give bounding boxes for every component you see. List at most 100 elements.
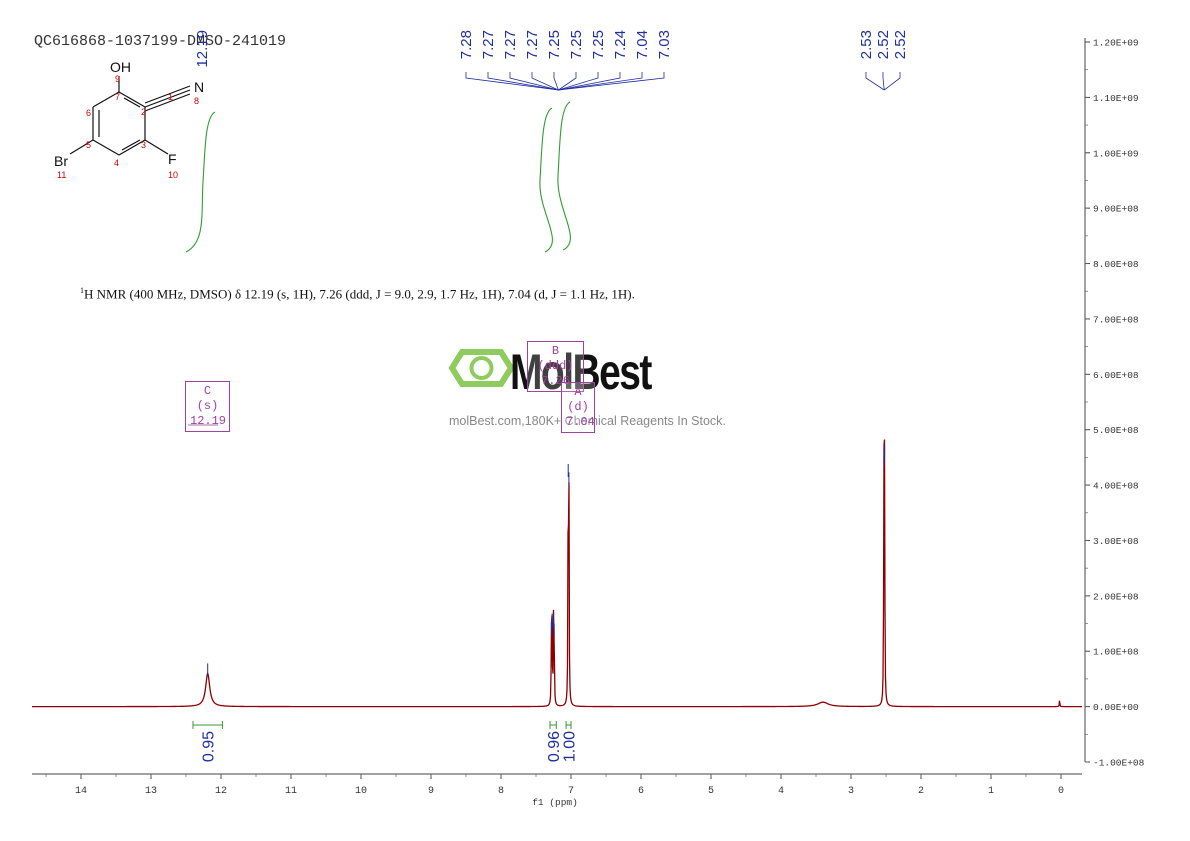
peak-label-leader xyxy=(509,72,559,91)
x-tick-label: 1 xyxy=(988,786,994,797)
y-tick-label: 0.00E+00 xyxy=(1093,702,1139,713)
nmr-description: 1H NMR (400 MHz, DMSO) δ 12.19 (s, 1H), … xyxy=(80,282,650,303)
atom-number: 1 xyxy=(168,92,173,102)
watermark-brand: MolBest xyxy=(510,344,652,400)
x-tick-label: 4 xyxy=(778,786,784,797)
atom-number: 9 xyxy=(115,74,120,84)
y-tick-label: 2.00E+08 xyxy=(1093,591,1139,602)
x-tick-label: 9 xyxy=(428,786,434,797)
multiplet-a-id: A xyxy=(574,385,582,399)
atom-number: 3 xyxy=(141,140,146,150)
x-tick-label: 7 xyxy=(568,786,574,797)
peak-label-leader xyxy=(865,72,885,91)
x-tick-label: 13 xyxy=(145,786,157,797)
y-tick-label: 7.00E+08 xyxy=(1093,314,1139,325)
peak-labels: 7.28 7.27 7.27 7.27 7.25 7.25 7.25 7.24 7.04 7.03… xyxy=(194,30,909,91)
atom-number: 11 xyxy=(57,170,66,180)
molecule-structure xyxy=(69,76,191,156)
multiplet-b-id: B xyxy=(551,344,560,358)
peak-label-aromatic: 7.27 xyxy=(480,30,497,59)
atom-number: 7 xyxy=(115,92,120,102)
atom-label-oh: OH xyxy=(110,59,131,75)
atom-number: 5 xyxy=(86,140,91,150)
peak-label-solvent: 2.53 xyxy=(858,30,875,59)
x-tick-label: 11 xyxy=(285,786,297,797)
integral-value: 1.00 xyxy=(562,731,579,762)
y-tick-label: 9.00E+08 xyxy=(1093,204,1139,215)
y-tick-label: 1.00E+08 xyxy=(1093,647,1139,658)
x-tick-label: 10 xyxy=(355,786,367,797)
peak-label-solvent: 2.52 xyxy=(875,30,892,59)
peak-label-leader xyxy=(558,72,643,91)
peak-label-aromatic: 7.03 xyxy=(656,30,673,59)
molbest-logo-icon xyxy=(448,349,515,387)
multiplet-label-a: A (d) 7.04 xyxy=(561,382,595,433)
y-tick-label: 3.00E+08 xyxy=(1093,536,1139,547)
atom-number: 8 xyxy=(194,96,199,106)
y-tick-label: 8.00E+08 xyxy=(1093,259,1139,270)
y-axis: 1.20E+09 1.10E+09 1.00E+09 9.00E+08 8.00E+08… xyxy=(1084,38,1145,769)
peak-label-leader xyxy=(553,72,559,91)
molecule-atoms: OH N Br F 1 2 3 4 5 6 7 8 9 10 11 xyxy=(54,59,204,180)
multiplet-a-shift: 7.04 xyxy=(566,415,595,429)
peak-label-leader xyxy=(558,72,599,91)
integral-curve xyxy=(557,101,571,251)
atom-number: 6 xyxy=(86,108,91,118)
x-tick-label: 6 xyxy=(638,786,644,797)
peak-label-oh: 12.19 xyxy=(194,30,211,68)
integral-bars: 0.95 0.961.00 xyxy=(188,424,579,762)
peak-label-aromatic: 7.25 xyxy=(590,30,607,59)
multiplet-b-type: (ddd) xyxy=(537,359,574,373)
integral-curve xyxy=(539,107,553,253)
multiplet-b-shift: 7.26 xyxy=(541,374,570,388)
peak-label-leader xyxy=(531,72,559,91)
x-tick-label: 5 xyxy=(708,786,714,797)
y-tick-label: 1.10E+09 xyxy=(1093,93,1139,104)
integral-curves xyxy=(185,101,571,253)
peak-label-leader xyxy=(558,72,665,91)
y-tick-label: 4.00E+08 xyxy=(1093,481,1139,492)
multiplet-c-shift: 12.19 xyxy=(190,414,227,428)
multiplet-label-b: B (ddd) 7.26 xyxy=(527,341,584,392)
peak-label-leader xyxy=(884,72,901,91)
peak-label-aromatic: 7.27 xyxy=(524,30,541,59)
sample-id: QC616868-1037199-DMSO-241019 xyxy=(34,33,287,50)
x-axis-label: f1 (ppm) xyxy=(532,797,578,808)
atom-number: 4 xyxy=(114,158,119,168)
atom-number: 10 xyxy=(168,170,178,180)
peak-label-aromatic: 7.27 xyxy=(502,30,519,59)
spectrum-line xyxy=(32,439,1082,708)
peak-label-leader xyxy=(465,72,559,91)
nmr-description-text: H NMR (400 MHz, DMSO) δ 12.19 (s, 1H), 7… xyxy=(84,286,635,302)
atom-label-f: F xyxy=(168,151,177,167)
peak-label-leader xyxy=(487,72,559,91)
peak-label-leader xyxy=(558,72,621,91)
x-tick-label: 12 xyxy=(215,786,227,797)
watermark-tagline: molBest.com,180K+ Chemical Reagents In S… xyxy=(449,414,726,428)
multiplet-c-id: C xyxy=(203,384,212,398)
integral-curve xyxy=(185,111,216,253)
multiplet-c-type: (s) xyxy=(196,399,219,413)
peak-label-leader xyxy=(558,72,577,91)
atom-number: 2 xyxy=(141,107,146,117)
y-tick-label: -1.00E+08 xyxy=(1093,758,1145,769)
peak-label-leader xyxy=(882,72,885,91)
nmr-isotope-superscript: 1 xyxy=(80,286,84,295)
x-tick-label: 2 xyxy=(918,786,924,797)
peak-label-aromatic: 7.24 xyxy=(612,30,629,59)
x-tick-label: 3 xyxy=(848,786,854,797)
multiplet-label-c: C (s) 12.19 xyxy=(185,381,230,432)
multiplet-a-type: (d) xyxy=(567,400,589,414)
x-tick-label: 0 xyxy=(1058,786,1064,797)
integral-value: 0.96 xyxy=(546,731,563,762)
x-tick-label: 8 xyxy=(498,786,504,797)
peak-label-aromatic: 7.04 xyxy=(634,30,651,59)
y-tick-label: 1.20E+09 xyxy=(1093,38,1139,49)
peak-markers xyxy=(207,444,886,677)
y-tick-label: 1.00E+09 xyxy=(1093,148,1139,159)
peak-label-aromatic: 7.25 xyxy=(568,30,585,59)
peak-label-solvent: 2.52 xyxy=(892,30,909,59)
peak-label-aromatic: 7.25 xyxy=(546,30,563,59)
